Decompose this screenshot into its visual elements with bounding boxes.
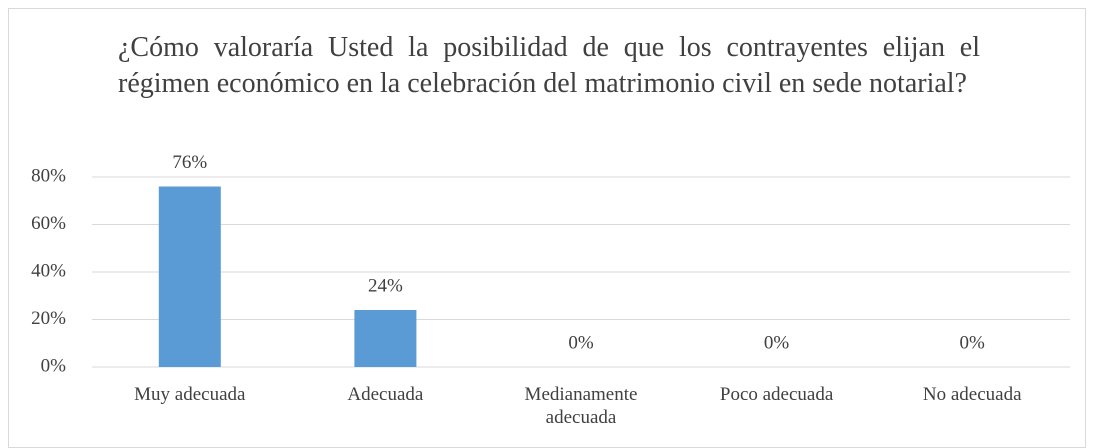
- x-tick-label: Medianamente adecuada: [524, 384, 638, 428]
- data-label: 0%: [568, 332, 594, 353]
- x-tick-label: Muy adecuada: [134, 384, 246, 405]
- y-tick-label: 40%: [31, 260, 66, 281]
- bar: [158, 186, 221, 367]
- chart-title: ¿Cómo valoraría Usted la posibilidad de …: [118, 32, 980, 99]
- y-tick-label: 0%: [41, 355, 67, 376]
- y-tick-label: 80%: [31, 165, 66, 186]
- data-label: 0%: [960, 332, 986, 353]
- data-label: 24%: [368, 275, 403, 296]
- x-tick-label: Adecuada: [347, 384, 424, 405]
- data-label: 0%: [764, 332, 790, 353]
- y-tick-label: 60%: [31, 213, 66, 234]
- x-tick-label: Poco adecuada: [719, 384, 834, 405]
- y-tick-label: 20%: [31, 308, 66, 329]
- bar: [354, 310, 417, 367]
- x-tick-label: No adecuada: [922, 384, 1022, 405]
- data-label: 76%: [172, 152, 207, 173]
